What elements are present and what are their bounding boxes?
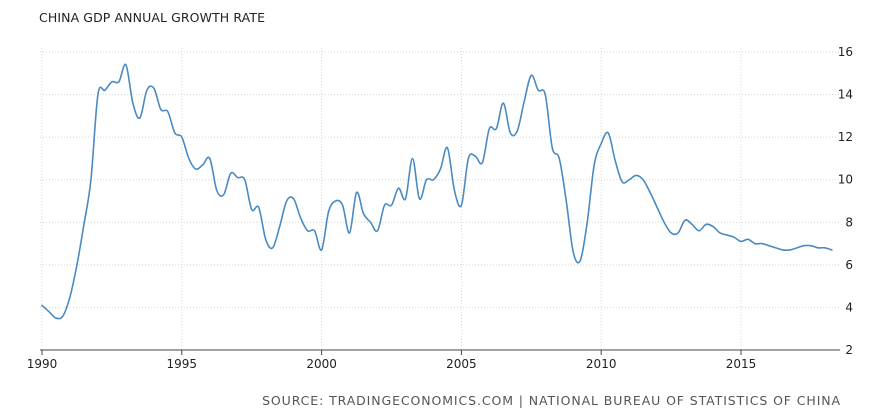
y-tick-label: 8 bbox=[845, 215, 853, 229]
y-tick-label: 10 bbox=[838, 173, 853, 187]
x-tick-label: 2015 bbox=[726, 357, 757, 371]
x-tick-label: 1995 bbox=[167, 357, 198, 371]
x-tick-label: 2010 bbox=[586, 357, 617, 371]
y-tick-label: 4 bbox=[845, 300, 853, 314]
y-tick-label: 6 bbox=[845, 258, 853, 272]
tick-labels: 2 4 6 8 10 12 14 16 1990 1995 2000 2005 2010 2015 bbox=[27, 45, 853, 371]
gdp-growth-series-line bbox=[41, 63, 833, 320]
x-axis bbox=[40, 349, 840, 355]
y-tick-label: 2 bbox=[845, 343, 853, 357]
y-tick-label: 16 bbox=[838, 45, 853, 59]
x-tick-label: 2005 bbox=[446, 357, 477, 371]
chart-title: CHINA GDP ANNUAL GROWTH RATE bbox=[39, 10, 266, 25]
series-layer bbox=[41, 63, 833, 320]
x-tick-label: 1990 bbox=[27, 357, 58, 371]
grid-lines bbox=[40, 48, 840, 350]
y-tick-label: 12 bbox=[838, 130, 853, 144]
y-tick-label: 14 bbox=[838, 88, 853, 102]
source-note: SOURCE: TRADINGECONOMICS.COM | NATIONAL … bbox=[262, 393, 841, 408]
x-tick-label: 2000 bbox=[306, 357, 337, 371]
